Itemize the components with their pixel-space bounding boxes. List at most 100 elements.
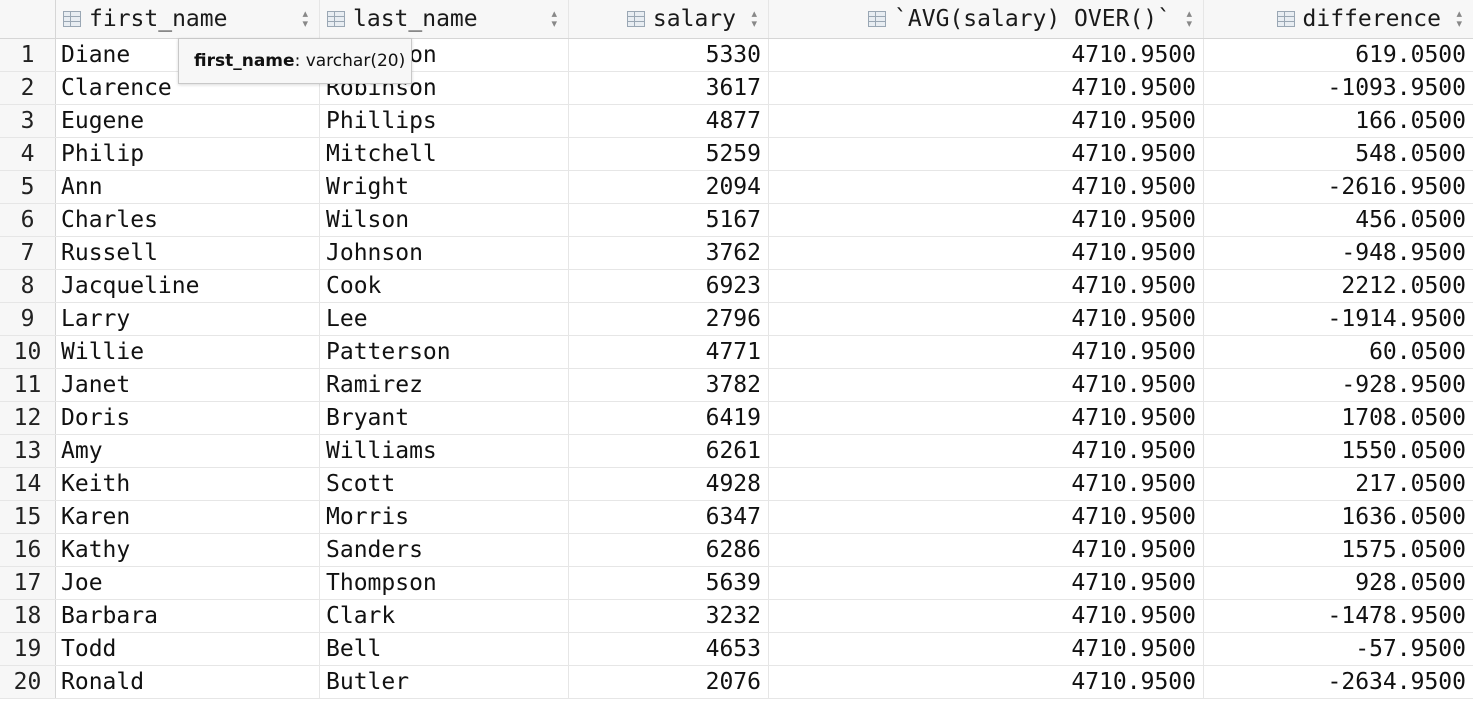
- cell-last-name[interactable]: Thompson: [320, 567, 569, 599]
- cell-first-name[interactable]: Joe: [56, 567, 320, 599]
- table-row[interactable]: 20 Ronald Butler 2076 4710.9500 -2634.9500: [0, 666, 1473, 699]
- cell-salary[interactable]: 6923: [569, 270, 769, 302]
- cell-avg-salary[interactable]: 4710.9500: [769, 402, 1204, 434]
- cell-avg-salary[interactable]: 4710.9500: [769, 666, 1204, 698]
- sort-icon[interactable]: ▴ ▾: [1186, 7, 1192, 30]
- cell-avg-salary[interactable]: 4710.9500: [769, 171, 1204, 203]
- table-row[interactable]: 16 Kathy Sanders 6286 4710.9500 1575.0500: [0, 534, 1473, 567]
- column-header-first-name[interactable]: first_name ▴ ▾: [56, 0, 320, 38]
- cell-avg-salary[interactable]: 4710.9500: [769, 138, 1204, 170]
- table-row[interactable]: 2 Clarence Robinson 3617 4710.9500 -1093.9500: [0, 72, 1473, 105]
- cell-salary[interactable]: 4653: [569, 633, 769, 665]
- cell-avg-salary[interactable]: 4710.9500: [769, 468, 1204, 500]
- column-header-avg-salary[interactable]: `AVG(salary) OVER()` ▴ ▾: [769, 0, 1204, 38]
- cell-avg-salary[interactable]: 4710.9500: [769, 72, 1204, 104]
- cell-salary[interactable]: 4928: [569, 468, 769, 500]
- cell-difference[interactable]: 928.0500: [1355, 570, 1466, 596]
- cell-last-name[interactable]: Sanders: [320, 534, 569, 566]
- cell-difference[interactable]: -2634.9500: [1327, 669, 1466, 695]
- table-row[interactable]: 8 Jacqueline Cook 6923 4710.9500 2212.0500: [0, 270, 1473, 303]
- cell-avg-salary[interactable]: 4710.9500: [769, 435, 1204, 467]
- cell-first-name[interactable]: Clarence: [56, 72, 320, 104]
- table-row[interactable]: 9 Larry Lee 2796 4710.9500 -1914.9500: [0, 303, 1473, 336]
- cell-last-name[interactable]: Bell: [320, 633, 569, 665]
- cell-first-name[interactable]: Keith: [56, 468, 320, 500]
- table-row[interactable]: 17 Joe Thompson 5639 4710.9500 928.0500: [0, 567, 1473, 600]
- table-row[interactable]: 15 Karen Morris 6347 4710.9500 1636.0500: [0, 501, 1473, 534]
- table-row[interactable]: 11 Janet Ramirez 3782 4710.9500 -928.9500: [0, 369, 1473, 402]
- cell-salary[interactable]: 5167: [569, 204, 769, 236]
- cell-difference[interactable]: 166.0500: [1355, 108, 1466, 134]
- cell-avg-salary[interactable]: 4710.9500: [769, 633, 1204, 665]
- cell-first-name[interactable]: Todd: [56, 633, 320, 665]
- cell-last-name[interactable]: Wilson: [320, 204, 569, 236]
- table-row[interactable]: 13 Amy Williams 6261 4710.9500 1550.0500: [0, 435, 1473, 468]
- column-header-salary[interactable]: salary ▴ ▾: [569, 0, 769, 38]
- cell-first-name[interactable]: Janet: [56, 369, 320, 401]
- cell-last-name[interactable]: Clark: [320, 600, 569, 632]
- cell-avg-salary[interactable]: 4710.9500: [769, 204, 1204, 236]
- cell-last-name[interactable]: Williams: [320, 435, 569, 467]
- cell-difference[interactable]: 1636.0500: [1341, 504, 1466, 530]
- cell-difference[interactable]: 2212.0500: [1341, 273, 1466, 299]
- cell-first-name[interactable]: Jacqueline: [56, 270, 320, 302]
- cell-first-name[interactable]: Karen: [56, 501, 320, 533]
- cell-last-name[interactable]: Phillips: [320, 105, 569, 137]
- sort-icon[interactable]: ▴ ▾: [751, 7, 757, 30]
- cell-salary[interactable]: 5639: [569, 567, 769, 599]
- cell-avg-salary[interactable]: 4710.9500: [769, 567, 1204, 599]
- cell-first-name[interactable]: Doris: [56, 402, 320, 434]
- cell-first-name[interactable]: Ronald: [56, 666, 320, 698]
- cell-salary[interactable]: 4877: [569, 105, 769, 137]
- cell-difference[interactable]: -1914.9500: [1327, 306, 1466, 332]
- cell-difference[interactable]: 456.0500: [1355, 207, 1466, 233]
- cell-difference[interactable]: 548.0500: [1355, 141, 1466, 167]
- table-row[interactable]: 12 Doris Bryant 6419 4710.9500 1708.0500: [0, 402, 1473, 435]
- cell-first-name[interactable]: Philip: [56, 138, 320, 170]
- table-row[interactable]: 4 Philip Mitchell 5259 4710.9500 548.0500: [0, 138, 1473, 171]
- cell-salary[interactable]: 2094: [569, 171, 769, 203]
- cell-salary[interactable]: 4771: [569, 336, 769, 368]
- cell-salary[interactable]: 6261: [569, 435, 769, 467]
- cell-first-name[interactable]: Willie: [56, 336, 320, 368]
- cell-last-name[interactable]: Butler: [320, 666, 569, 698]
- cell-difference[interactable]: 60.0500: [1369, 339, 1466, 365]
- cell-difference[interactable]: -57.9500: [1355, 636, 1466, 662]
- cell-first-name[interactable]: Charles: [56, 204, 320, 236]
- cell-avg-salary[interactable]: 4710.9500: [769, 534, 1204, 566]
- table-row[interactable]: 14 Keith Scott 4928 4710.9500 217.0500: [0, 468, 1473, 501]
- table-row[interactable]: 10 Willie Patterson 4771 4710.9500 60.0500: [0, 336, 1473, 369]
- cell-first-name[interactable]: Amy: [56, 435, 320, 467]
- table-row[interactable]: 18 Barbara Clark 3232 4710.9500 -1478.9500: [0, 600, 1473, 633]
- cell-first-name[interactable]: Ann: [56, 171, 320, 203]
- cell-avg-salary[interactable]: 4710.9500: [769, 105, 1204, 137]
- cell-last-name[interactable]: Ramirez: [320, 369, 569, 401]
- table-row[interactable]: 19 Todd Bell 4653 4710.9500 -57.9500: [0, 633, 1473, 666]
- table-row[interactable]: 7 Russell Johnson 3762 4710.9500 -948.9500: [0, 237, 1473, 270]
- cell-salary[interactable]: 6286: [569, 534, 769, 566]
- cell-avg-salary[interactable]: 4710.9500: [769, 369, 1204, 401]
- cell-avg-salary[interactable]: 4710.9500: [769, 336, 1204, 368]
- cell-salary[interactable]: 5330: [569, 39, 769, 71]
- cell-first-name[interactable]: Kathy: [56, 534, 320, 566]
- cell-avg-salary[interactable]: 4710.9500: [769, 501, 1204, 533]
- sort-icon[interactable]: ▴ ▾: [551, 7, 557, 30]
- cell-last-name[interactable]: Patterson: [320, 336, 569, 368]
- cell-first-name[interactable]: Eugene: [56, 105, 320, 137]
- cell-first-name[interactable]: Barbara: [56, 600, 320, 632]
- cell-salary[interactable]: 3232: [569, 600, 769, 632]
- cell-avg-salary[interactable]: 4710.9500: [769, 303, 1204, 335]
- cell-last-name[interactable]: Cook: [320, 270, 569, 302]
- cell-last-name[interactable]: Johnson: [320, 237, 569, 269]
- sort-icon[interactable]: ▴ ▾: [302, 7, 308, 30]
- cell-salary[interactable]: 5259: [569, 138, 769, 170]
- cell-difference[interactable]: -928.9500: [1341, 372, 1466, 398]
- cell-first-name[interactable]: Larry: [56, 303, 320, 335]
- cell-salary[interactable]: 6347: [569, 501, 769, 533]
- cell-difference[interactable]: 1708.0500: [1341, 405, 1466, 431]
- cell-last-name[interactable]: Morris: [320, 501, 569, 533]
- cell-difference[interactable]: -1478.9500: [1327, 603, 1466, 629]
- cell-last-name[interactable]: Bryant: [320, 402, 569, 434]
- cell-last-name[interactable]: Mitchell: [320, 138, 569, 170]
- cell-last-name[interactable]: Scott: [320, 468, 569, 500]
